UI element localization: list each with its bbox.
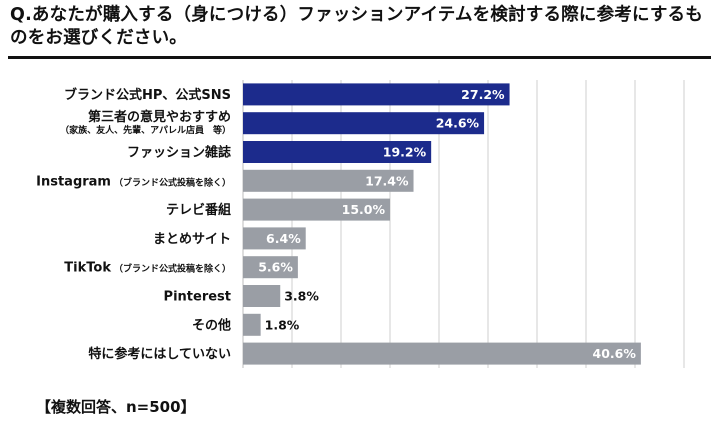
category-label: 特に参考にはしていない (88, 346, 231, 362)
chart-title: Q.あなたが購入する（身につける）ファッションアイテムを検討する際に参考にするも… (10, 5, 703, 48)
data-label: 17.4% (365, 173, 409, 188)
data-label: 3.8% (284, 289, 319, 304)
category-label: TikTok （ブランド公式投稿を除く） (64, 261, 231, 276)
category-label: テレビ番組 (166, 202, 231, 218)
category-label: Pinterest (164, 290, 231, 305)
category-label: 第三者の意見やおすすめ (88, 109, 231, 125)
bar (243, 313, 261, 336)
data-label: 24.6% (436, 116, 480, 131)
sample-note: 【複数回答、n=500】 (36, 398, 196, 416)
bar (243, 285, 281, 307)
category-label: ファッション雑誌 (127, 145, 231, 161)
bar (243, 256, 298, 279)
bar (243, 83, 510, 106)
title-divider (8, 56, 711, 59)
bar (243, 198, 390, 221)
bar (243, 227, 306, 250)
data-label: 15.0% (342, 202, 386, 217)
data-label: 19.2% (383, 145, 427, 160)
bar (243, 169, 414, 192)
bar (243, 112, 485, 135)
data-label: 40.6% (593, 346, 637, 361)
category-label: ブランド公式HP、公式SNS (64, 87, 231, 103)
data-label: 5.6% (258, 260, 293, 275)
data-label: 1.8% (265, 317, 300, 332)
bar (243, 141, 432, 163)
data-label: 6.4% (266, 231, 301, 246)
category-label: Instagram （ブランド公式投稿を除く） (36, 174, 231, 189)
bar (243, 342, 641, 365)
category-label: その他 (192, 317, 231, 333)
data-label: 27.2% (461, 87, 505, 102)
category-label: まとめサイト (153, 232, 231, 247)
category-sublabel: （家族、友人、先輩、アパレル店員 等） (60, 124, 231, 136)
